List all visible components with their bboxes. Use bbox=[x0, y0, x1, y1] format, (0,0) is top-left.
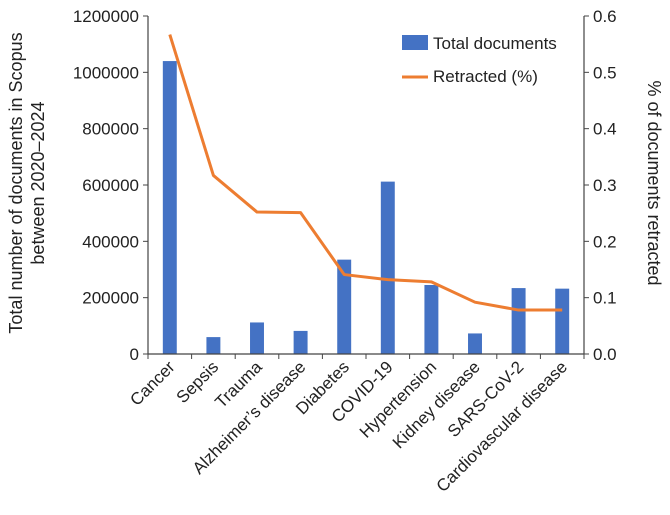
bar-3 bbox=[293, 330, 308, 354]
legend-label-total-documents: Total documents bbox=[433, 34, 557, 53]
legend-label-retracted: Retracted (%) bbox=[433, 67, 538, 86]
bar-7 bbox=[468, 333, 482, 354]
y2-tick-label-1: 0.1 bbox=[593, 289, 617, 308]
y-axis-title: Total number of documents in Scopus betw… bbox=[6, 32, 48, 333]
y2-axis-title: % of documents retracted bbox=[644, 80, 664, 285]
y-axis-title-line-2: between 2020–2024 bbox=[28, 101, 48, 264]
y2-tick-label-0: 0.0 bbox=[593, 345, 617, 364]
bar-9 bbox=[555, 288, 570, 354]
x-tick-label-0: Cancer bbox=[126, 357, 178, 409]
y2-tick-label-4: 0.4 bbox=[593, 120, 617, 139]
y-tick-label-0: 0 bbox=[130, 345, 139, 364]
bar-5 bbox=[380, 181, 395, 354]
legend-swatch-total-documents bbox=[402, 35, 428, 50]
y2-tick-label-5: 0.5 bbox=[593, 63, 617, 82]
y-tick-label-4: 800000 bbox=[82, 120, 139, 139]
bar-6 bbox=[424, 284, 439, 354]
legend: Total documents Retracted (%) bbox=[402, 34, 557, 86]
y-tick-label-1: 200000 bbox=[82, 289, 139, 308]
y-axis-title-line-1: Total number of documents in Scopus bbox=[6, 32, 26, 333]
bars-layer bbox=[162, 61, 570, 355]
bar-1 bbox=[206, 337, 221, 354]
bar-4 bbox=[337, 259, 352, 354]
y2-tick-label-6: 0.6 bbox=[593, 7, 617, 26]
y2-tick-label-2: 0.2 bbox=[593, 232, 617, 251]
bar-0 bbox=[162, 61, 177, 355]
y-tick-label-2: 400000 bbox=[82, 232, 139, 251]
y-tick-label-6: 1200000 bbox=[73, 7, 139, 26]
y-tick-label-5: 1000000 bbox=[73, 63, 139, 82]
y2-tick-label-3: 0.3 bbox=[593, 176, 617, 195]
bar-8 bbox=[511, 288, 526, 354]
bar-2 bbox=[250, 322, 264, 354]
y-tick-label-3: 600000 bbox=[82, 176, 139, 195]
retracted-line-layer bbox=[168, 34, 563, 312]
retracted-line bbox=[168, 34, 563, 312]
